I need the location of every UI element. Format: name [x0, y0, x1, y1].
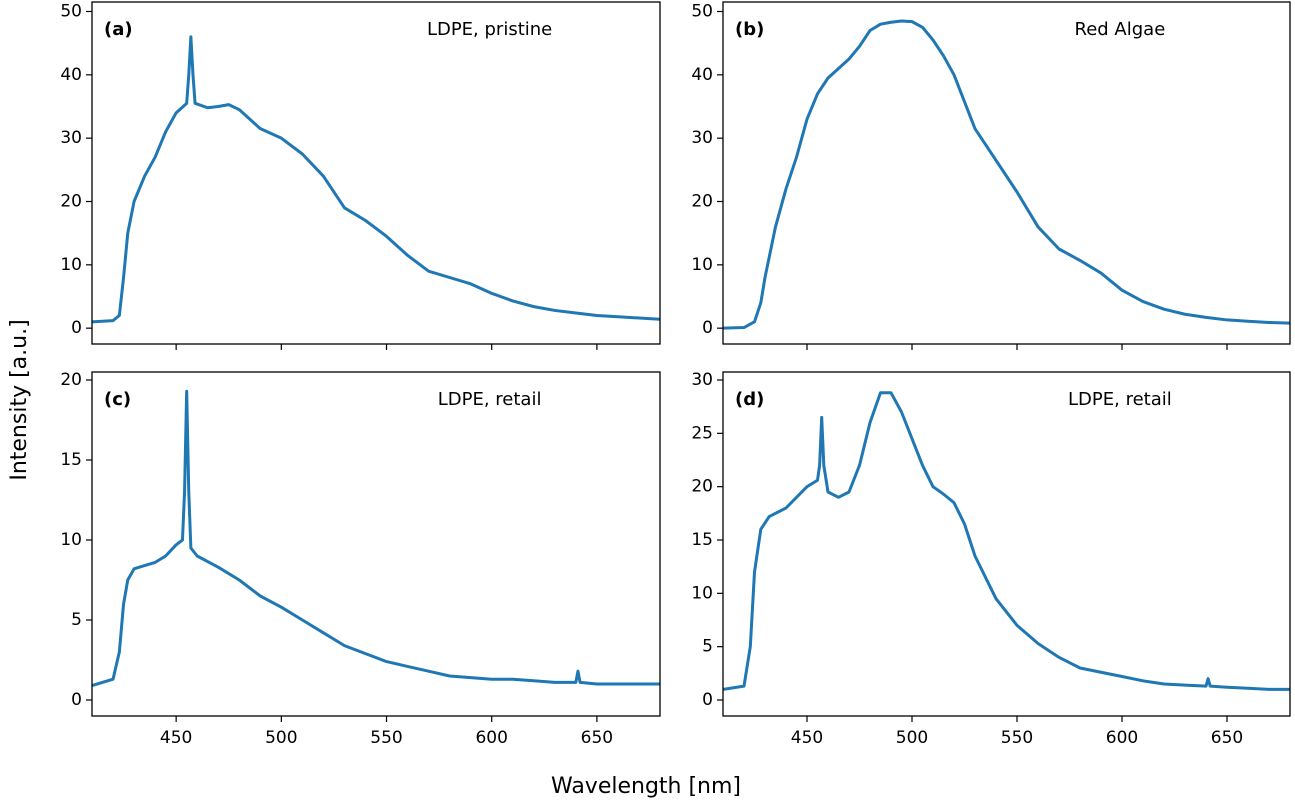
y-tick-label: 20 [691, 477, 713, 497]
y-tick-label: 0 [702, 318, 713, 338]
panel-label: (b) [735, 19, 764, 40]
y-axis-label: Intensity [a.u.] [7, 319, 32, 480]
y-tick-label: 0 [71, 690, 82, 710]
y-tick-label: 20 [691, 192, 713, 212]
panel-label: (d) [735, 389, 764, 410]
y-tick-label: 50 [60, 2, 82, 22]
x-tick-label: 650 [581, 728, 613, 748]
y-tick-label: 20 [60, 370, 82, 390]
annotation: Red Algae [1075, 19, 1166, 40]
y-tick-label: 30 [60, 128, 82, 148]
panel: 0 10 20 30 40 50 (b) Red Algae [691, 1, 1291, 350]
panel: 0 10 20 30 40 50 (a) LDPE, pristine [60, 1, 661, 350]
axes-frame [722, 1, 1291, 345]
x-tick-label: 550 [370, 728, 402, 748]
y-tick-label: 20 [60, 192, 82, 212]
y-tick-label: 25 [691, 423, 713, 443]
panel-label: (c) [104, 389, 131, 410]
y-tick-label: 15 [60, 450, 82, 470]
plot-area [723, 19, 1290, 330]
annotation: LDPE, retail [438, 389, 542, 410]
x-tick-label: 450 [160, 728, 192, 748]
panel: 0 5 10 15 20 450 500 550 600 650 (c) LDPE, retail [60, 370, 661, 748]
y-tick-label: 10 [60, 255, 82, 275]
y-tick-label: 30 [691, 370, 713, 390]
y-tick-label: 50 [691, 2, 713, 22]
spectrum-line [92, 389, 660, 688]
y-tick-label: 40 [60, 65, 82, 85]
spectrum-line [92, 35, 660, 324]
panel: 0 5 10 15 20 25 30 450 500 550 600 650 (d) LDPE, reta… [691, 370, 1291, 748]
x-tick-label: 600 [475, 728, 507, 748]
x-tick-label: 550 [1001, 728, 1033, 748]
panel-label: (a) [104, 19, 133, 40]
y-tick-label: 10 [691, 255, 713, 275]
x-tick-label: 650 [1211, 728, 1243, 748]
spectrum-line [723, 391, 1290, 691]
y-tick-label: 30 [691, 128, 713, 148]
plot-area [92, 35, 660, 324]
y-tick-label: 0 [702, 690, 713, 710]
y-tick-label: 15 [691, 530, 713, 550]
x-tick-label: 500 [896, 728, 928, 748]
x-axis-label: Wavelength [nm] [551, 774, 741, 799]
y-tick-label: 0 [71, 318, 82, 338]
axes-frame [91, 371, 661, 717]
plot-area [92, 389, 660, 688]
y-tick-label: 5 [71, 610, 82, 630]
y-tick-label: 5 [702, 637, 713, 657]
annotation: LDPE, retail [1068, 389, 1172, 410]
x-tick-label: 450 [791, 728, 823, 748]
x-tick-label: 500 [265, 728, 297, 748]
y-tick-label: 10 [691, 583, 713, 603]
plot-area [723, 391, 1290, 691]
axes-frame [722, 371, 1291, 717]
axes-frame [91, 1, 661, 345]
annotation: LDPE, pristine [427, 19, 552, 40]
y-tick-label: 40 [691, 65, 713, 85]
y-tick-label: 10 [60, 530, 82, 550]
spectrum-line [723, 19, 1290, 330]
x-tick-label: 600 [1106, 728, 1138, 748]
